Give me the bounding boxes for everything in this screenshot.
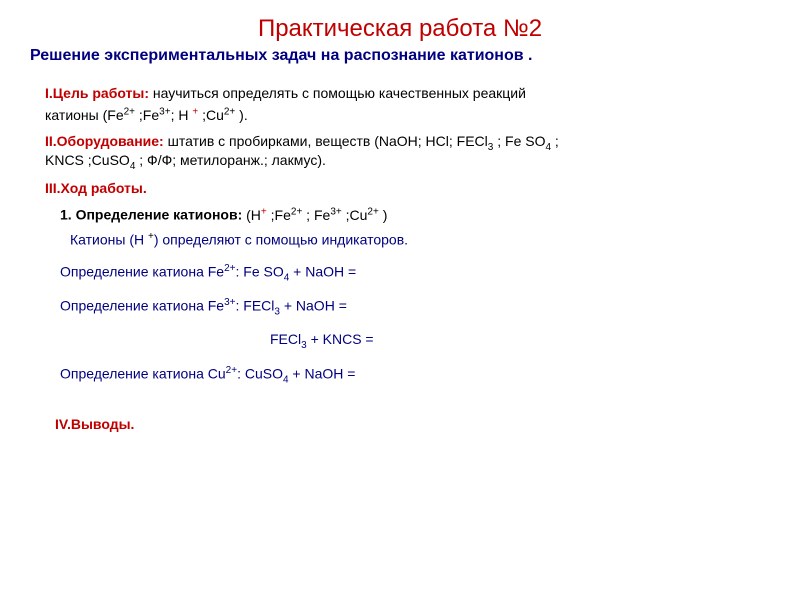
equipment-line2: KNCS ;CuSO4 ; Ф/Ф; метилоранж.; лакмус). xyxy=(45,152,326,168)
equipment-text: штатив с пробирками, веществ (NaOH; HCl;… xyxy=(164,133,559,149)
indicator-text: Катионы (H +) определяют с помощью индик… xyxy=(70,231,770,248)
reaction-cu: Определение катиона Cu2+: CuSO4 + NaOH = xyxy=(60,365,770,385)
equipment-label: II.Оборудование: xyxy=(45,133,164,149)
reaction-fe3-kncs: FECl3 + KNCS = xyxy=(270,331,770,351)
goal-text: научиться определять с помощью качествен… xyxy=(149,85,526,101)
procedure-section: III.Ход работы. xyxy=(45,180,770,198)
reaction-fe2: Определение катиона Fe2+: Fe SO4 + NaOH … xyxy=(60,263,770,283)
goal-section: I.Цель работы: научиться определять с по… xyxy=(45,85,770,125)
conclusions-label: IV.Выводы. xyxy=(55,416,770,432)
procedure-label: III.Ход работы. xyxy=(45,180,147,196)
item-1: 1. Определение катионов: (H+ ;Fe2+ ; Fe3… xyxy=(60,206,770,223)
goal-label: I.Цель работы: xyxy=(45,85,149,101)
page-title: Практическая работа №2 xyxy=(30,15,770,43)
goal-cations: катионы (Fe2+ ;Fe3+; H + ;Cu2+ ). xyxy=(45,107,248,123)
equipment-section: II.Оборудование: штатив с пробирками, ве… xyxy=(45,133,770,173)
reaction-fe3: Определение катиона Fe3+: FECl3 + NaOH = xyxy=(60,297,770,317)
page-subtitle: Решение экспериментальных задач на распо… xyxy=(30,47,770,65)
